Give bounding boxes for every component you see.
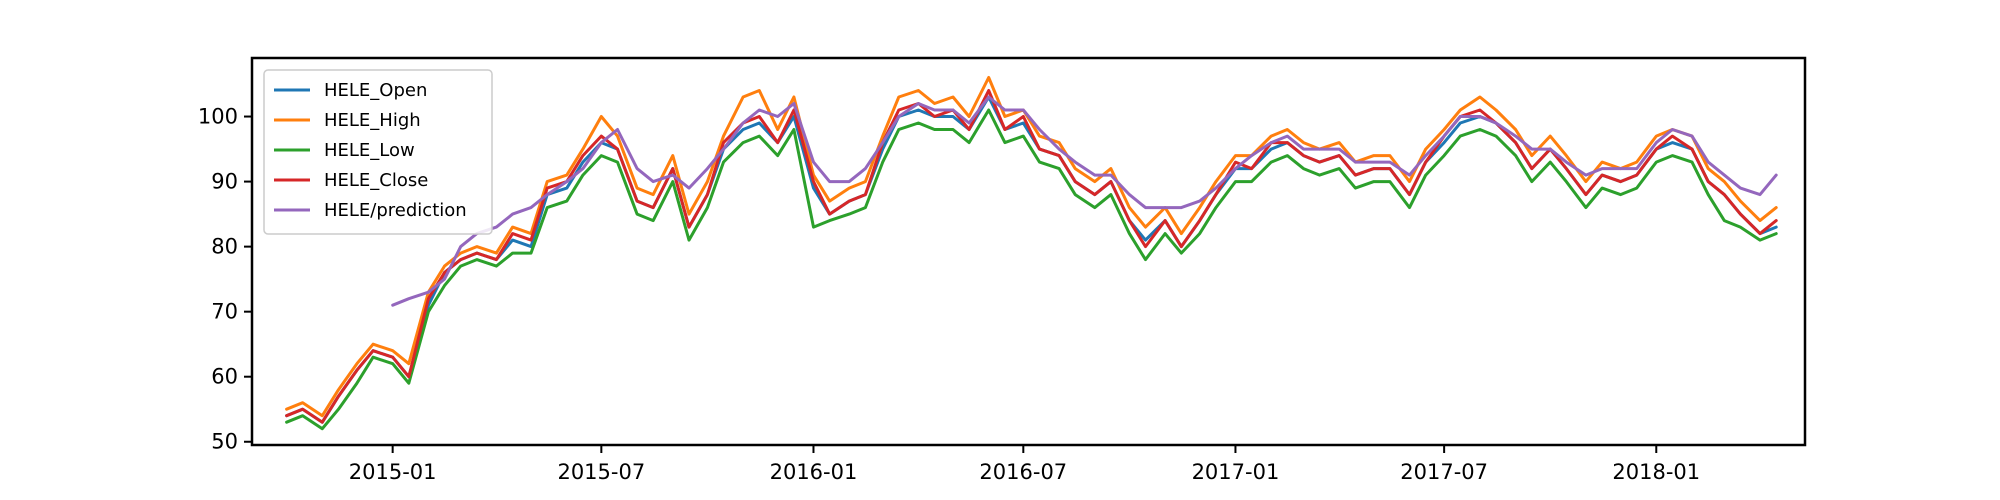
series-layer — [285, 76, 1778, 431]
legend-label: HELE_Low — [324, 140, 415, 161]
y-tick-label: 90 — [211, 170, 238, 194]
x-tick-label: 2016-01 — [770, 460, 858, 484]
plot-frame — [250, 56, 1807, 447]
x-tick-label: 2015-07 — [557, 460, 645, 484]
series-line-3 — [285, 89, 1778, 424]
series-line-4 — [391, 95, 1778, 307]
y-tick-label: 70 — [211, 300, 238, 324]
legend-label: HELE_Open — [324, 80, 427, 101]
series-line-1 — [285, 76, 1778, 418]
legend-label: HELE/prediction — [324, 200, 467, 221]
x-tick-label: 2017-07 — [1400, 460, 1488, 484]
series-line-0 — [285, 95, 1778, 424]
x-tick-label: 2018-01 — [1612, 460, 1700, 484]
legend: HELE_Open HELE_High HELE_Low HELE_Close HELE… — [263, 69, 493, 235]
y-tick-label: 50 — [211, 430, 238, 454]
legend-label: HELE_Close — [324, 170, 428, 191]
axes-layer: 50 60 70 80 90 100 2015-01 2015-07 2016-01 2016-0… — [198, 56, 1807, 484]
legend-box — [263, 69, 493, 235]
series-line-2 — [285, 108, 1778, 431]
y-tick-label: 100 — [198, 105, 238, 129]
x-tick-label: 2016-07 — [979, 460, 1067, 484]
y-tick-label: 60 — [211, 365, 238, 389]
x-tick-label: 2017-01 — [1192, 460, 1280, 484]
x-tick-label: 2015-01 — [349, 460, 437, 484]
legend-label: HELE_High — [324, 110, 421, 131]
y-tick-label: 80 — [211, 235, 238, 259]
